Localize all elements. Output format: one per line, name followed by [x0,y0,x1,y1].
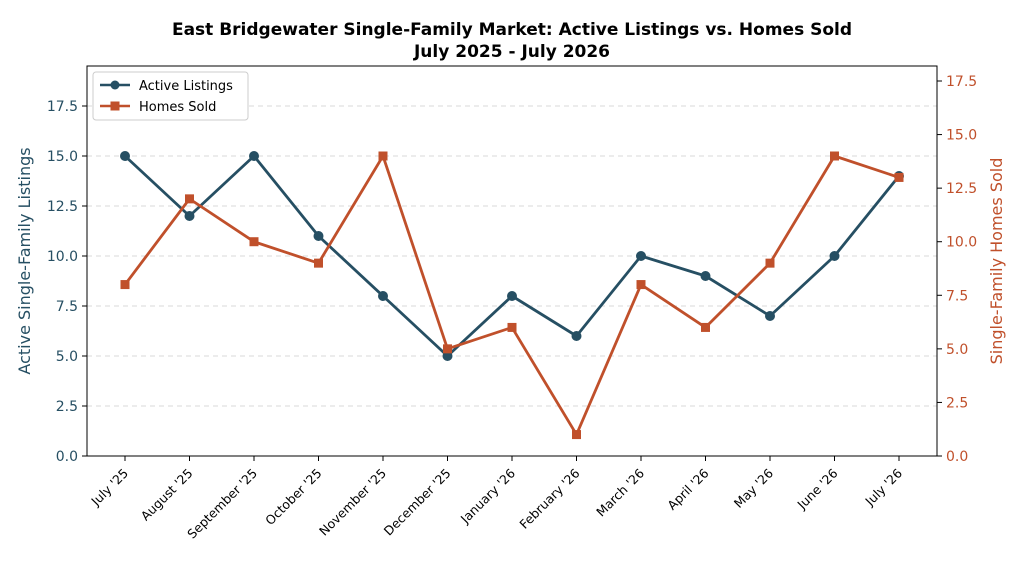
x-tick-label: April '26 [664,465,711,512]
legend-box [92,71,249,121]
y-left-tick-label: 0.0 [56,449,78,465]
data-point-homes-sold [507,322,517,332]
y-right-tick-label: 5.0 [946,342,968,358]
data-point-homes-sold [701,322,710,332]
x-tick-label: December '25 [381,466,454,539]
data-point-active-listings [636,251,646,261]
plot-frame [86,65,938,457]
data-point-homes-sold [636,280,646,290]
y-right-tick-label: 10.0 [946,235,977,251]
data-point-homes-sold [120,280,130,290]
legend-label-active-listings: Active Listings [139,79,233,94]
data-point-homes-sold [249,237,259,247]
legend-label-homes-sold: Homes Sold [139,100,216,115]
gridlines [87,105,937,407]
y-axis-left-label: Active Single-Family Listings [15,147,34,374]
data-point-active-listings [120,151,130,161]
data-point-active-listings [507,291,517,301]
data-point-active-listings [829,251,840,261]
x-tick-label: March '26 [593,465,647,519]
y-right-tick-label: 7.5 [946,288,968,304]
data-point-active-listings [442,351,453,361]
data-point-homes-sold [765,258,775,268]
y-right-tick-label: 12.5 [946,181,977,197]
x-tick-label: July '26 [861,465,905,509]
axes-layer: 0.0 2.5 5.0 7.5 10.0 12.5 15.0 17.5 0.0 2.5 5.0 7.5… [47,74,977,541]
chart-title: East Bridgewater Single-Family Market: A… [172,20,852,40]
data-point-active-listings [700,271,711,281]
x-tick-label: January '26 [457,465,518,526]
y-left-tick-label: 2.5 [56,399,78,415]
y-right-tick-label: 2.5 [946,395,968,411]
y-left-tick-label: 15.0 [47,149,78,165]
legend-marker-active-listings [110,80,120,90]
data-point-active-listings [378,291,388,301]
data-point-active-listings [249,151,259,161]
legend-marker-homes-sold [110,101,120,111]
x-tick-label: May '26 [731,465,776,510]
y-right-tick-label: 0.0 [946,449,968,465]
data-point-homes-sold [185,194,194,204]
y-axis-right-label: Single-Family Homes Sold [987,158,1006,365]
chart-subtitle: July 2025 - July 2026 [413,42,610,62]
series-layer [120,151,904,440]
x-tick-label: February '26 [516,465,582,531]
data-point-active-listings [184,211,195,221]
x-tick-label: October '25 [262,466,324,528]
data-point-homes-sold [894,172,904,182]
y-left-tick-label: 17.5 [47,99,78,115]
x-tick-label: November '25 [316,466,389,539]
data-point-active-listings [571,331,582,341]
y-left-tick-label: 12.5 [47,199,78,215]
legend: Active Listings Homes Sold [92,71,249,121]
y-left-tick-label: 10.0 [47,249,78,265]
x-tick-label: July '25 [87,466,131,510]
data-point-active-listings [313,231,324,241]
data-point-homes-sold [378,151,388,161]
x-tick-label: September '25 [184,466,260,542]
y-left-tick-label: 5.0 [56,349,78,365]
y-right-tick-label: 17.5 [946,74,977,90]
y-left-tick-label: 7.5 [56,299,78,315]
y-right-tick-label: 15.0 [946,128,977,144]
data-point-active-listings [765,311,775,321]
data-point-homes-sold [830,151,839,161]
data-point-homes-sold [443,344,452,354]
data-point-homes-sold [314,258,323,268]
data-point-homes-sold [572,430,581,440]
x-tick-label: June '26 [794,465,841,512]
x-tick-label: August '25 [138,466,196,524]
